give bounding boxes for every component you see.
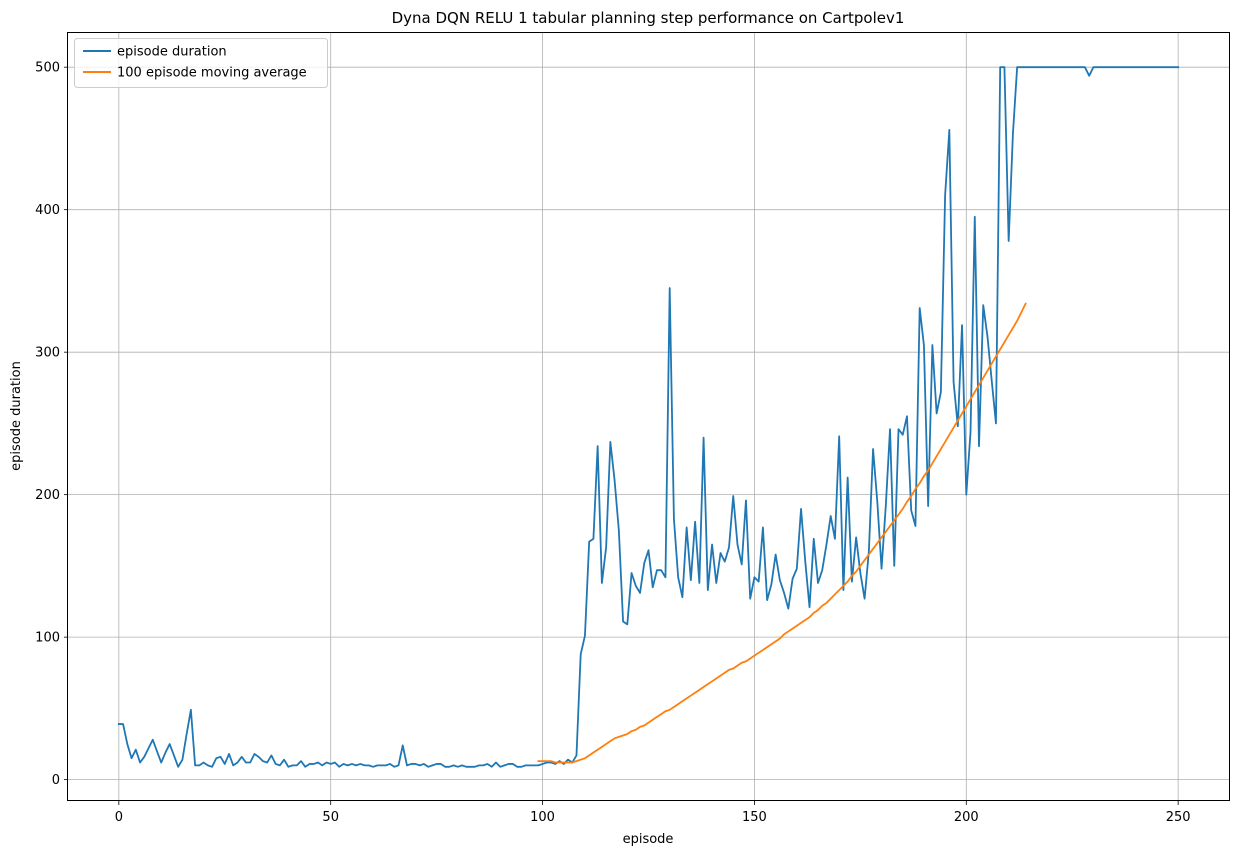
y-axis-label: episode duration	[9, 361, 24, 471]
y-tick-label: 200	[35, 488, 60, 503]
y-tick-label: 400	[35, 203, 60, 218]
x-tick-label: 100	[530, 810, 555, 825]
series-line-moving-average	[537, 302, 1027, 764]
chart-title: Dyna DQN RELU 1 tabular planning step pe…	[392, 9, 905, 27]
x-tick-label: 250	[1166, 810, 1191, 825]
y-tick-label: 300	[35, 346, 60, 361]
series-lines	[117, 66, 1180, 768]
legend: episode duration 100 episode moving aver…	[74, 38, 328, 88]
x-tick-label: 150	[742, 810, 767, 825]
x-tick-label: 50	[322, 810, 339, 825]
axis-ticks: 0 50 100 150 200 250 0 100 200 300 400 500	[35, 61, 1190, 825]
legend-box	[74, 38, 328, 88]
y-tick-label: 0	[52, 773, 60, 788]
plot-frame	[67, 32, 1230, 801]
x-axis-label: episode	[623, 832, 674, 847]
series-line-episode-duration	[117, 66, 1180, 768]
legend-label-episode-duration: episode duration	[117, 45, 227, 60]
x-tick-label: 200	[954, 810, 979, 825]
legend-label-moving-average: 100 episode moving average	[117, 66, 307, 81]
x-tick-label: 0	[115, 810, 123, 825]
y-tick-label: 500	[35, 61, 60, 76]
y-tick-label: 100	[35, 631, 60, 646]
